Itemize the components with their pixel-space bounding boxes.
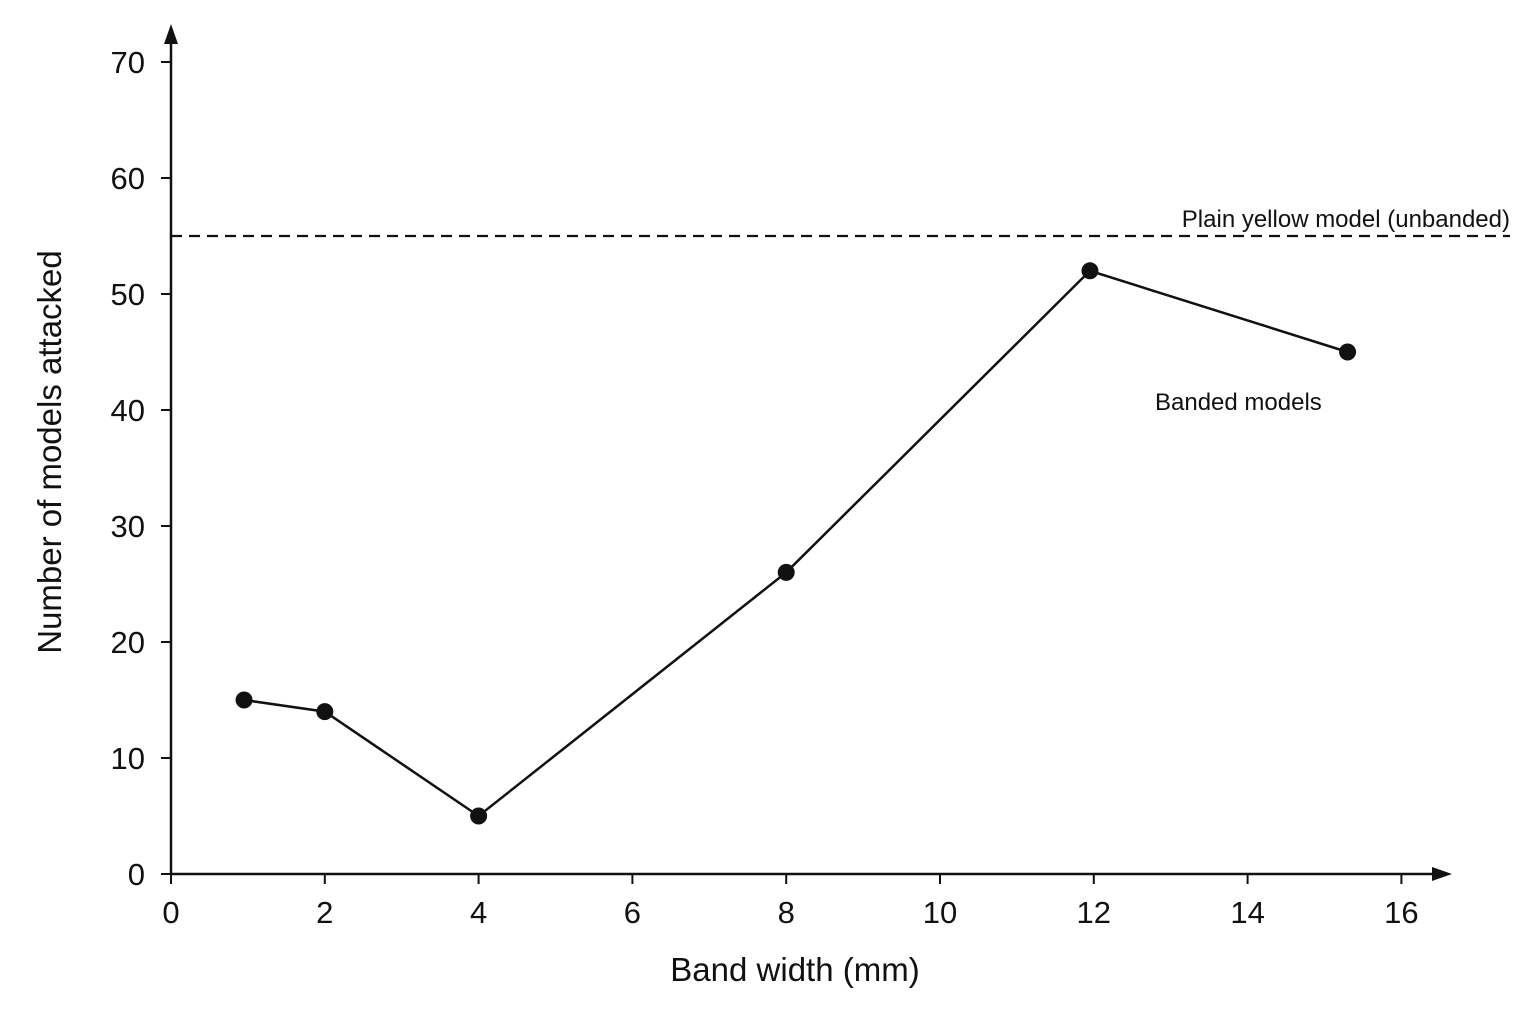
data-point: [470, 807, 488, 825]
data-point: [235, 691, 253, 709]
axes: [164, 24, 1452, 881]
x-axis-arrow-icon: [1432, 867, 1452, 881]
series-line: [243, 269, 1348, 818]
y-axis-arrow-icon: [164, 24, 178, 44]
y-ticks: 0 10 20 30 40 50 60 70: [111, 45, 171, 892]
reference-lines: Plain yellow model (unbanded): [171, 206, 1510, 238]
y-tick-label: 60: [111, 161, 145, 196]
y-tick-label: 40: [111, 393, 145, 428]
x-tick-label: 12: [1077, 895, 1111, 930]
y-tick-label: 70: [111, 45, 145, 80]
x-tick-label: 2: [316, 895, 333, 930]
x-ticks: 0 2 4 6 8 10 12 14 16: [162, 874, 1419, 930]
series-label: Banded models: [1155, 389, 1322, 416]
y-tick-label: 20: [111, 625, 145, 660]
y-tick-label: 30: [111, 509, 145, 544]
x-axis-title: Band width (mm): [670, 951, 919, 988]
data-point: [316, 703, 334, 721]
series-group: [235, 262, 1357, 825]
y-tick-label: 50: [111, 277, 145, 312]
x-tick-label: 4: [470, 895, 487, 930]
data-point: [1339, 343, 1357, 361]
y-axis-title: Number of models attacked: [31, 250, 68, 654]
x-tick-label: 14: [1230, 895, 1264, 930]
x-tick-label: 8: [778, 895, 795, 930]
x-tick-label: 16: [1384, 895, 1418, 930]
reference-line-label: Plain yellow model (unbanded): [1182, 206, 1510, 233]
data-point: [1081, 262, 1099, 280]
x-tick-label: 0: [162, 895, 179, 930]
x-tick-label: 6: [624, 895, 641, 930]
data-point: [777, 563, 795, 581]
y-tick-label: 0: [128, 857, 145, 892]
x-tick-label: 10: [923, 895, 957, 930]
y-tick-label: 10: [111, 741, 145, 776]
